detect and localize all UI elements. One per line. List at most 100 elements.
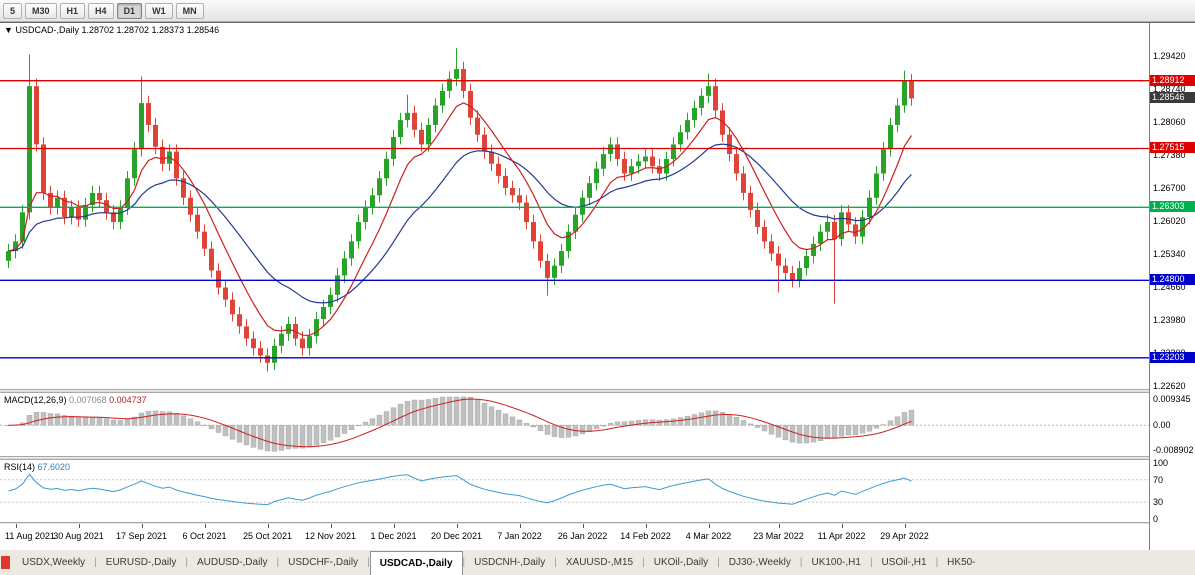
rsi-axis-label: 30 (1153, 497, 1164, 508)
time-axis-label: 6 Oct 2021 (182, 531, 227, 541)
time-axis-tick (841, 524, 843, 528)
chart-tab-bar: USDX,Weekly | EURUSD-,Daily | AUDUSD-,Daily |… (0, 549, 1195, 575)
panel-splitter[interactable] (0, 456, 1195, 460)
time-axis-label: 12 Nov 2021 (304, 531, 357, 541)
time-axis-tick (519, 524, 521, 528)
price-tick-label: 1.27380 (1153, 150, 1186, 161)
panel-splitter (0, 522, 1195, 524)
time-axis-label: 11 Aug 2021 (5, 531, 55, 541)
time-axis[interactable]: 11 Aug 2021 30 Aug 2021 17 Sep 2021 6 Oct 2… (0, 524, 1149, 550)
timeframe-toolbar: 5 M30 H1 H4 D1 W1 MN (0, 0, 1195, 22)
chart-tab-uk100-h1[interactable]: UK100-,H1 (811, 557, 861, 568)
chart-window: ▼ USDCAD-,Daily 1.28702 1.28702 1.28373 … (0, 22, 1195, 550)
tab-separator: | (367, 557, 370, 568)
timeframe-button-h1[interactable]: H1 (59, 2, 86, 19)
macd-axis-zero: 0.00 (1153, 420, 1171, 431)
tab-separator: | (554, 557, 557, 568)
tab-separator: | (717, 557, 720, 568)
chart-tab-usoil-h1[interactable]: USOil-,H1 (881, 557, 927, 568)
tab-separator: | (935, 557, 939, 568)
chart-tab-audusd-daily[interactable]: AUDUSD-,Daily (196, 557, 268, 568)
timeframe-button-h4[interactable]: H4 (88, 2, 114, 19)
rsi-axis-label: 0 (1153, 514, 1159, 524)
time-axis-tick (267, 524, 269, 528)
chart-tab-usdcad-daily[interactable]: USDCAD-,Daily (369, 551, 463, 575)
hline-price-badge: 1.28912 (1150, 74, 1195, 86)
hline-price-badge: 1.23203 (1150, 351, 1195, 363)
chart-tab-hk50[interactable]: HK50- (947, 557, 976, 568)
chart-tab-ukoil-daily[interactable]: UKOil-,Daily (653, 557, 709, 568)
chart-window-icon (1, 556, 10, 569)
timeframe-button-5[interactable]: 5 (3, 2, 23, 19)
time-axis-tick (141, 524, 143, 528)
rsi-value: 67.6020 (37, 462, 71, 472)
hline-price-badge: 1.27515 (1150, 142, 1195, 154)
rsi-chart[interactable] (0, 460, 1149, 522)
tab-separator: | (642, 557, 645, 568)
time-axis-tick (582, 524, 584, 528)
tab-separator: | (185, 557, 188, 568)
time-axis-label: 1 Dec 2021 (370, 531, 417, 541)
chart-ohlc-label: ▼ USDCAD-,Daily 1.28702 1.28702 1.28373 … (4, 25, 219, 35)
timeframe-button-d1[interactable]: D1 (116, 2, 143, 19)
timeframe-button-w1[interactable]: W1 (145, 2, 173, 19)
tab-separator: | (94, 557, 97, 568)
macd-axis-max: 0.009345 (1153, 394, 1191, 404)
tab-separator: | (799, 557, 803, 568)
macd-name: MACD(12,26,9) (4, 395, 67, 405)
hline-price-badge: 1.26303 (1150, 201, 1195, 213)
price-tick-label: 1.25340 (1153, 249, 1186, 260)
collapse-arrow-icon[interactable]: ▼ (4, 25, 13, 35)
current-price-badge: 1.28546 (1150, 92, 1195, 104)
price-tick-label: 1.28060 (1153, 117, 1186, 128)
chart-symbol-title: USDCAD-,Daily (15, 25, 79, 35)
price-tick-label: 1.23980 (1153, 315, 1186, 326)
rsi-name: RSI(14) (4, 462, 36, 472)
time-axis-label: 20 Dec 2021 (430, 531, 483, 541)
rsi-axis-label: 70 (1153, 474, 1164, 485)
hline-price-badge: 1.24800 (1150, 274, 1195, 286)
chart-tab-usdcnh-daily[interactable]: USDCNH-,Daily (474, 557, 546, 568)
rsi-panel[interactable]: RSI(14) 67.6020 (0, 460, 1149, 522)
time-axis-label: 29 Apr 2022 (880, 531, 929, 541)
tab-separator: | (869, 557, 873, 568)
time-axis-tick (330, 524, 332, 528)
chart-tab-dj30-weekly[interactable]: DJ30-,Weekly (728, 557, 791, 568)
time-axis-label: 14 Feb 2022 (620, 531, 671, 541)
time-axis-tick (456, 524, 458, 528)
time-axis-tick (393, 524, 395, 528)
time-axis-tick (78, 524, 80, 528)
rsi-label: RSI(14) 67.6020 (4, 462, 70, 472)
time-axis-label: 11 Apr 2022 (817, 531, 866, 541)
timeframe-button-m30[interactable]: M30 (25, 2, 57, 19)
panel-splitter[interactable] (0, 389, 1195, 393)
macd-main-value: 0.007068 (69, 395, 107, 405)
chart-tab-usdx-weekly[interactable]: USDX,Weekly (22, 557, 86, 568)
macd-signal-value: 0.004737 (109, 395, 147, 405)
chart-tab-usdchf-daily[interactable]: USDCHF-,Daily (288, 557, 359, 568)
time-axis-label: 17 Sep 2021 (115, 531, 168, 541)
macd-label: MACD(12,26,9) 0.007068 0.004737 (4, 395, 147, 405)
timeframe-button-mn[interactable]: MN (175, 2, 204, 19)
time-axis-tick (15, 524, 17, 528)
time-axis-tick (904, 524, 906, 528)
price-chart-panel[interactable]: ▼ USDCAD-,Daily 1.28702 1.28702 1.28373 … (0, 23, 1149, 389)
tab-separator: | (276, 557, 280, 568)
chart-tab-eurusd-daily[interactable]: EURUSD-,Daily (105, 557, 177, 568)
price-tick-label: 1.22620 (1153, 381, 1186, 392)
time-axis-tick (645, 524, 647, 528)
time-axis-label: 25 Oct 2021 (242, 531, 293, 541)
time-axis-tick (708, 524, 710, 528)
price-tick-label: 1.26700 (1153, 183, 1186, 194)
rsi-axis-label: 100 (1153, 458, 1169, 468)
chart-ohlc-values: 1.28702 1.28702 1.28373 1.28546 (81, 25, 220, 35)
price-tick-label: 1.29420 (1153, 51, 1186, 61)
macd-panel[interactable]: MACD(12,26,9) 0.007068 0.004737 (0, 393, 1149, 456)
price-axis[interactable]: 1.29420 1.28740 1.28060 1.27380 1.26700 1.260… (1149, 23, 1195, 550)
candlestick-chart[interactable] (0, 23, 1149, 389)
macd-chart[interactable] (0, 393, 1149, 456)
time-axis-label: 7 Jan 2022 (497, 531, 542, 541)
time-axis-label: 4 Mar 2022 (685, 531, 732, 541)
chart-tab-xauusd-m15[interactable]: XAUUSD-,M15 (565, 557, 634, 568)
price-tick-label: 1.26020 (1153, 216, 1186, 227)
